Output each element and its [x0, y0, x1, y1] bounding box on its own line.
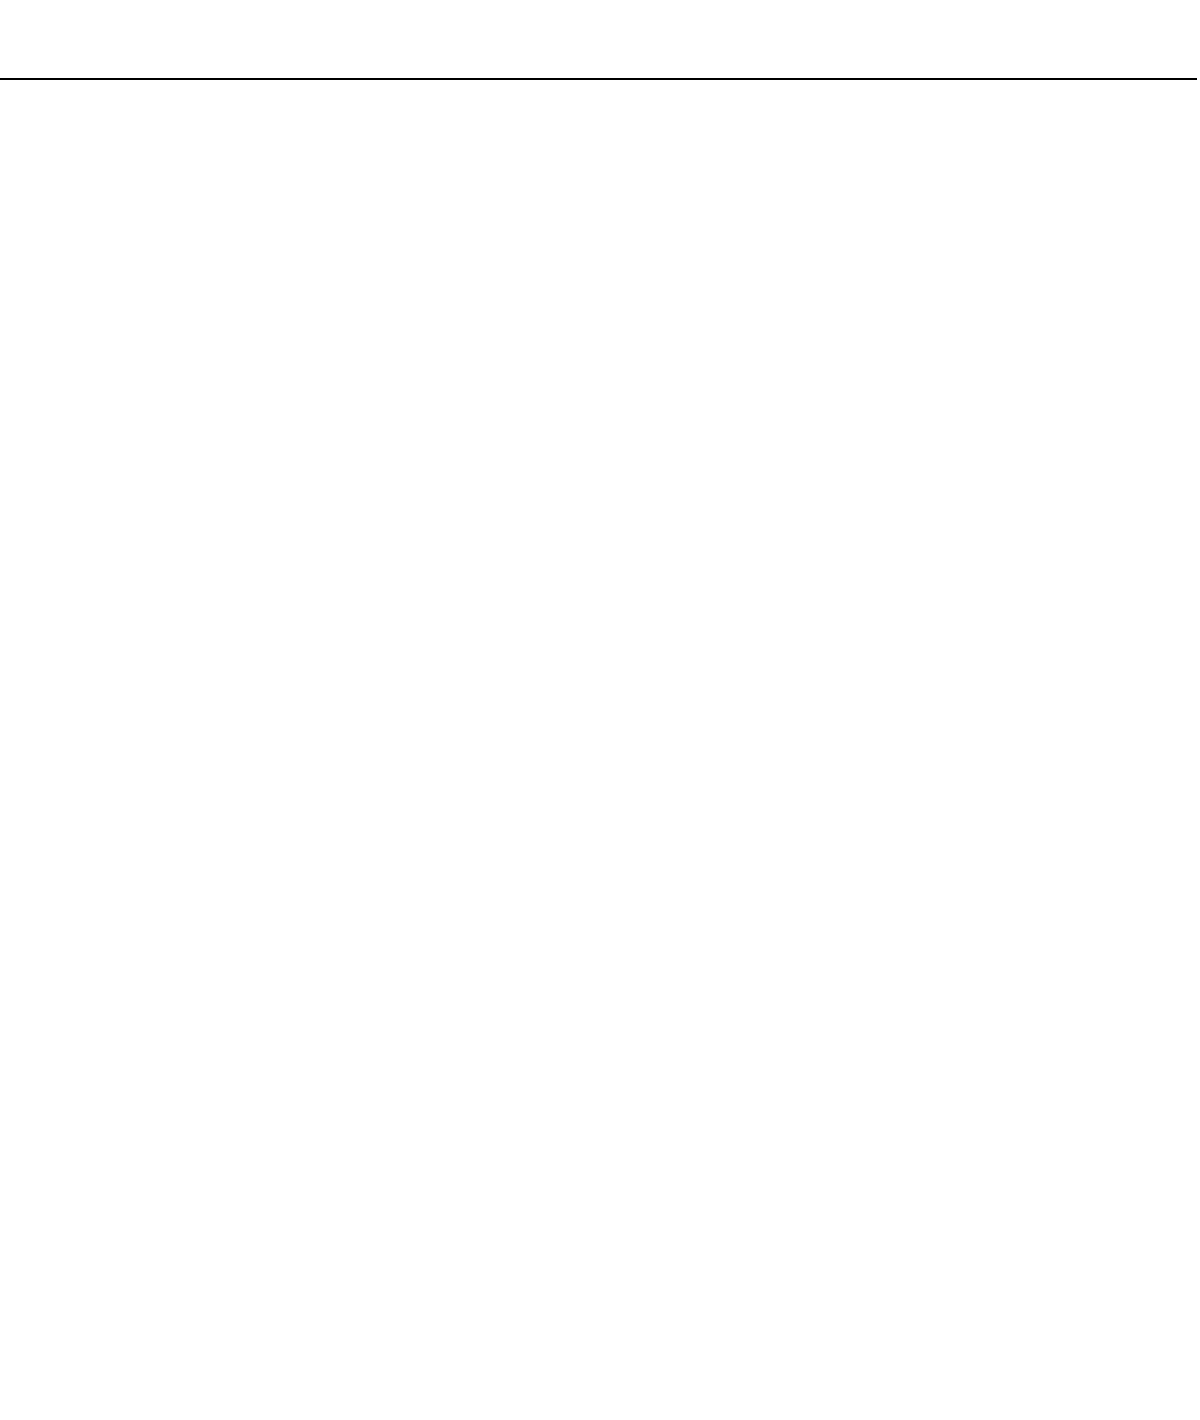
panel-A	[0, 0, 1200, 310]
figure-root	[0, 0, 1200, 310]
header-underline	[0, 78, 1197, 80]
forest-plot-svg	[750, 78, 1198, 312]
